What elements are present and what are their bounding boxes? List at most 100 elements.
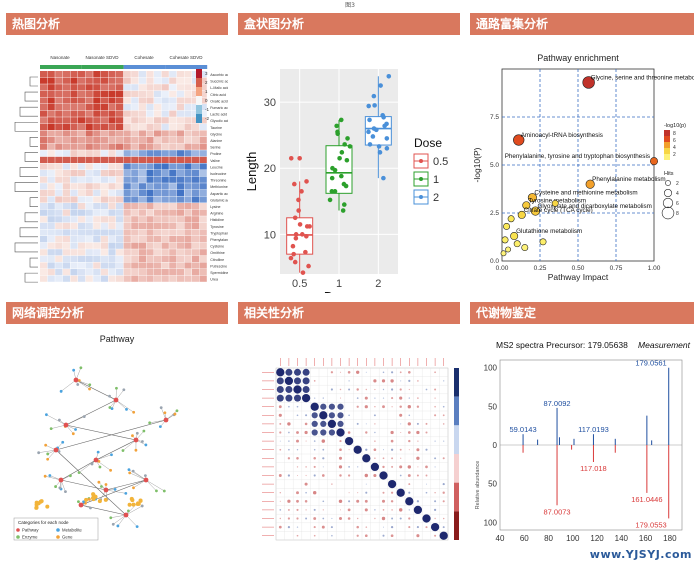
heatmap-cell (40, 242, 48, 249)
network-cluster-node (127, 502, 132, 507)
correlation-cell (373, 448, 377, 452)
boxplot-legend-key-dot (419, 159, 423, 163)
network-node (54, 485, 57, 488)
heatmap-cell (138, 236, 146, 243)
heatmap-cell (100, 110, 108, 117)
heatmap-cell (47, 77, 55, 84)
correlation-cell (425, 388, 428, 391)
boxplot-point (299, 189, 304, 194)
heatmap-cell (100, 262, 108, 269)
correlation-cell (416, 474, 419, 477)
correlation-header: 相关性分析 (238, 302, 460, 324)
correlation-cell (285, 368, 293, 376)
boxplot-point (340, 208, 346, 213)
boxplot-legend-title: Dose (414, 136, 442, 150)
pathway-color-legend-tick: 6 (673, 138, 676, 144)
network-node (48, 474, 52, 477)
heatmap-cell (40, 183, 48, 190)
heatmap-cell (184, 156, 192, 163)
correlation-cell (416, 526, 419, 529)
pathway-size-legend-circle (665, 180, 671, 186)
heatmap-cell (184, 236, 192, 243)
boxplot-legend-label: 2 (433, 192, 439, 204)
heatmap-cell (85, 150, 93, 157)
heatmap-cell (161, 130, 169, 137)
pathway-color-legend-swatch (664, 136, 670, 142)
dendrogram-branch (24, 272, 38, 283)
heatmap-cell (123, 84, 131, 91)
correlation-cell (365, 388, 368, 391)
boxplot-point (303, 249, 308, 255)
boxplot-point (366, 103, 372, 109)
heatmap-cell (78, 216, 86, 223)
correlation-cell (416, 430, 420, 435)
boxplot-point (293, 235, 299, 241)
heatmap-cell (146, 84, 154, 91)
network-legend-label: Gene (62, 535, 73, 540)
network-edge (113, 514, 127, 525)
boxplot-point (290, 243, 296, 249)
network-node (77, 471, 81, 475)
boxplot-point (292, 181, 297, 187)
heatmap-cell (199, 229, 207, 236)
heatmap-cell (176, 170, 184, 177)
correlation-cell (302, 385, 310, 394)
heatmap-cell (176, 163, 184, 170)
heatmap-row-label: Spermidine (210, 271, 228, 275)
heatmap-cell (138, 269, 146, 276)
heatmap-cell (108, 249, 116, 256)
heatmap-cell (108, 189, 116, 196)
network-node (104, 483, 108, 486)
heatmap-cell (199, 71, 207, 78)
pathway-size-legend-circle (661, 206, 675, 220)
heatmap-cell (93, 255, 101, 262)
correlation-cell (313, 440, 316, 442)
ms2-ylabel: Relative abundance (475, 461, 481, 510)
heatmap-cell (169, 216, 177, 223)
correlation-cell (356, 499, 360, 503)
heatmap-cell (184, 203, 192, 210)
heatmap-cell (169, 130, 177, 137)
correlation-cell (305, 491, 307, 494)
heatmap-cell (138, 104, 146, 111)
heatmap-cell (184, 209, 192, 216)
network-edge (125, 514, 138, 527)
pathway-xtick: 0.00 (496, 265, 509, 272)
boxplot-point (297, 222, 303, 227)
heatmap-cell (93, 71, 101, 78)
network-node (109, 516, 113, 520)
heatmap-cell (116, 275, 124, 282)
boxplot-point (329, 175, 335, 181)
heatmap-cell (131, 71, 139, 78)
heatmap-cell (93, 196, 101, 203)
correlation-cell (336, 428, 345, 437)
correlation-cell (364, 499, 368, 503)
correlation-cell (408, 509, 410, 511)
heatmap-cell (108, 143, 116, 150)
heatmap-row-label: Isoleucine (210, 172, 226, 176)
heatmap-cell (55, 150, 63, 157)
heatmap-cell (169, 255, 177, 262)
pathway-color-legend-swatch (664, 154, 670, 160)
heatmap-cell (116, 249, 124, 256)
network-node (173, 412, 177, 416)
correlation-cell (296, 526, 299, 528)
heatmap-cell (138, 222, 146, 229)
correlation-cell (433, 508, 437, 512)
network-edge (133, 470, 147, 481)
heatmap-cell (47, 143, 55, 150)
heatmap-group-label: Cohesate SDVD (169, 55, 203, 60)
heatmap-cell (131, 216, 139, 223)
network-edge (129, 472, 147, 481)
pathway-panel: 通路富集分析 Pathway enrichment 0.00 0.25 0.50 0.7… (470, 13, 694, 293)
heatmap-cell (78, 262, 86, 269)
heatmap-cell (85, 262, 93, 269)
network-node (109, 468, 112, 472)
heatmap-cell (108, 104, 116, 111)
correlation-cell (296, 466, 299, 468)
network-node (57, 418, 61, 422)
heatmap-cell (40, 84, 48, 91)
network-legend-key (16, 528, 20, 532)
pathway-point-label: Phenylalanine metabolism (592, 176, 666, 183)
heatmap-cell (131, 130, 139, 137)
